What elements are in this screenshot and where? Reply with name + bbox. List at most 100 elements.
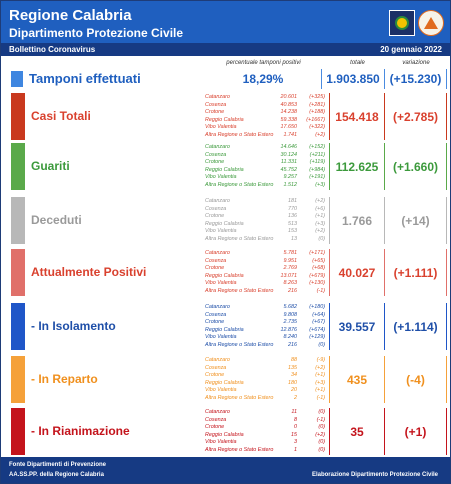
section-attualmente-positivi: Attualmente Positivi Catanzaro 5.781 (+171)… (9, 249, 447, 296)
province-name: Vibo Valentia (205, 174, 237, 181)
province-name: Catanzaro (205, 357, 230, 363)
province-name: Vibo Valentia (205, 228, 237, 235)
province-value: 11.331 (280, 159, 297, 166)
province-delta: (+325) (309, 94, 325, 100)
province-delta: (-9) (316, 357, 325, 363)
province-breakdown: Catanzaro 5.781 (+171) Cosenza 9.951 (+65) Cro… (205, 249, 330, 296)
section-strip (11, 249, 25, 296)
section-deceduti: Deceduti Catanzaro 181 (+2) Cosenza 770 (+6) Cr… (9, 197, 447, 244)
section-variation: (+1.111) (385, 249, 447, 296)
province-name: Cosenza (205, 101, 227, 108)
province-delta: (+67) (312, 319, 325, 326)
province-breakdown: Catanzaro 5.682 (+180) Cosenza 9.808 (+64) Cro… (205, 303, 330, 350)
tamponi-strip (11, 71, 23, 87)
province-delta: (+984) (309, 166, 325, 173)
province-row: Vibo Valentia 17.650 (+322) (205, 124, 329, 132)
section-label: Guariti (31, 158, 70, 173)
province-row: Vibo Valentia 3 (0) (205, 439, 329, 447)
province-value: 17.650 (280, 124, 298, 131)
province-name: Altra Regione o Stato Estero (205, 235, 274, 242)
province-name: Reggio Calabria (205, 431, 244, 438)
province-delta: (0) (318, 439, 325, 446)
province-value: 9.951 (283, 257, 298, 264)
section-label: - In Isolamento (31, 318, 116, 333)
page-subtitle: Dipartimento Protezione Civile (9, 26, 184, 40)
header-banner: Regione Calabria Dipartimento Protezione… (1, 1, 450, 43)
province-name: Reggio Calabria (205, 272, 244, 279)
province-value: 180 (288, 379, 297, 386)
province-value: 1.512 (283, 181, 298, 188)
province-name: Altra Regione o Stato Estero (205, 341, 274, 348)
province-value: 181 (288, 198, 297, 204)
province-value: 45.752 (280, 166, 298, 173)
province-value: 513 (288, 220, 297, 227)
province-breakdown: Catanzaro 14.646 (+152) Cosenza 30.124 (+211)… (205, 143, 330, 190)
province-value: 8.263 (283, 280, 298, 287)
province-delta: (+2) (315, 228, 325, 235)
province-delta: (+679) (309, 272, 325, 279)
province-row: Crotone 136 (+1) (205, 213, 329, 221)
province-delta: (+68) (312, 265, 325, 272)
province-row: Vibo Valentia 9.257 (+191) (205, 174, 329, 182)
province-value: 9.808 (283, 311, 298, 318)
section-strip (11, 93, 25, 140)
province-delta: (+3) (315, 379, 325, 386)
province-value: 136 (288, 213, 297, 220)
province-delta: (+191) (309, 174, 325, 181)
province-value: 34 (291, 372, 297, 379)
province-value: 5.682 (283, 304, 298, 310)
province-delta: (+171) (309, 250, 325, 256)
section-total: 154.418 (330, 93, 385, 140)
province-row: Altra Regione o Stato Estero 1.741 (+2) (205, 132, 329, 140)
province-row: Cosenza 135 (+2) (205, 365, 329, 373)
column-header-variation: variazione (402, 60, 430, 66)
province-row: Crotone 11.331 (+119) (205, 159, 329, 167)
province-value: 14.646 (280, 144, 298, 150)
province-name: Crotone (205, 372, 225, 379)
province-breakdown: Catanzaro 88 (-9) Cosenza 135 (+2) Crotone 34 (+… (205, 356, 330, 403)
province-row: Cosenza 9.808 (+64) (205, 312, 329, 320)
section-total: 1.766 (330, 197, 385, 244)
section-strip (11, 356, 25, 403)
province-value: 40.853 (280, 101, 298, 108)
province-delta: (+281) (309, 101, 325, 108)
province-row: Altra Regione o Stato Estero 13 (0) (205, 236, 329, 244)
province-row: Reggio Calabria 45.752 (+984) (205, 167, 329, 175)
section-variation: (+1.660) (385, 143, 447, 190)
province-delta: (+1) (315, 372, 325, 379)
province-row: Reggio Calabria 180 (+3) (205, 380, 329, 388)
province-row: Altra Regione o Stato Estero 1 (0) (205, 447, 329, 455)
province-value: 14.238 (280, 109, 298, 116)
footer-source-line1: Fonte Dipartimenti di Prevenzione (9, 462, 107, 468)
province-row: Vibo Valentia 153 (+2) (205, 228, 329, 236)
province-name: Vibo Valentia (205, 387, 237, 394)
province-value: 12.876 (280, 326, 298, 333)
province-name: Reggio Calabria (205, 379, 244, 386)
province-row: Altra Regione o Stato Estero 1.512 (+3) (205, 182, 329, 190)
province-name: Cosenza (205, 416, 227, 423)
province-name: Cosenza (205, 311, 227, 318)
province-name: Crotone (205, 159, 225, 166)
province-row: Reggio Calabria 12.876 (+674) (205, 327, 329, 335)
section-total: 112.625 (330, 143, 385, 190)
province-name: Catanzaro (205, 144, 230, 150)
footer: Fonte Dipartimenti di Prevenzione AA.SS.… (1, 457, 450, 483)
province-delta: (-1) (316, 416, 325, 423)
province-row: Catanzaro 20.601 (+325) (205, 94, 329, 102)
section-variation: (+14) (385, 197, 447, 244)
province-name: Cosenza (205, 151, 227, 158)
province-row: Vibo Valentia 8.263 (+130) (205, 280, 329, 288)
section-in-isolamento: - In Isolamento Catanzaro 5.682 (+180) Cosen… (9, 303, 447, 350)
province-delta: (+180) (309, 304, 325, 310)
province-row: Reggio Calabria 59.338 (+1667) (205, 117, 329, 125)
province-name: Cosenza (205, 205, 227, 212)
province-value: 13 (291, 235, 297, 242)
section-label: - In Rianimazione (31, 423, 130, 438)
province-name: Catanzaro (205, 198, 230, 204)
province-name: Reggio Calabria (205, 166, 244, 173)
province-row: Catanzaro 14.646 (+152) (205, 144, 329, 152)
section-total: 35 (330, 408, 385, 455)
province-value: 1 (294, 446, 297, 453)
column-header-total: totale (350, 60, 365, 66)
province-row: Catanzaro 181 (+2) (205, 198, 329, 206)
